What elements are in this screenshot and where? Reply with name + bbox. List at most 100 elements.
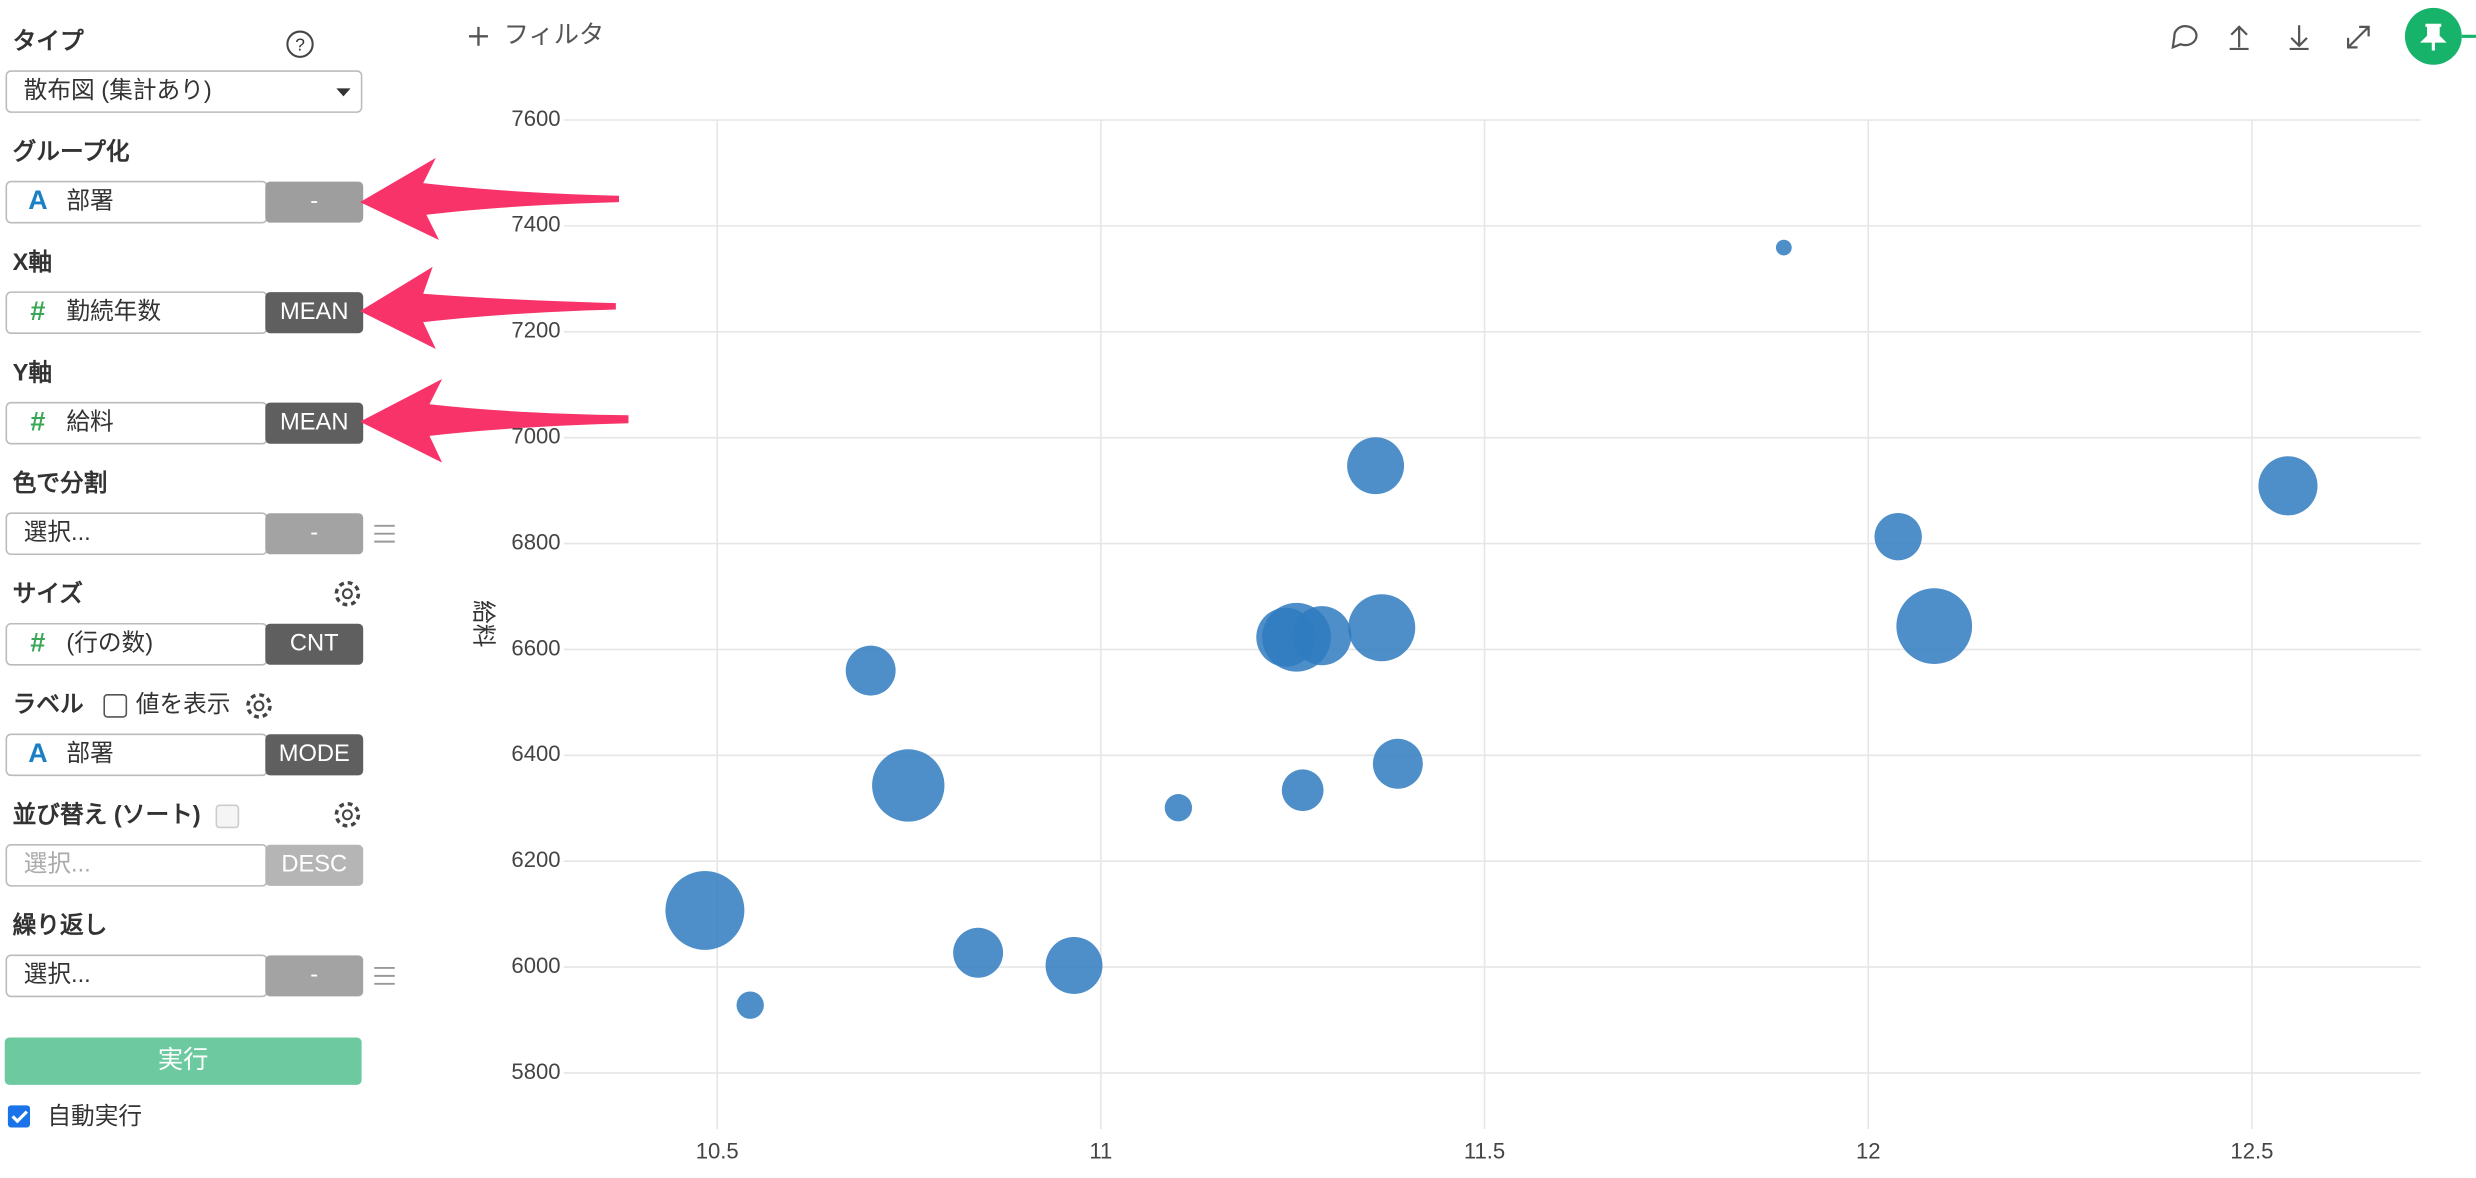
pin-icon [2420,23,2447,51]
field-select[interactable]: A 部署 [5,180,268,224]
sort-checkbox[interactable] [215,804,240,829]
chart: 給料 5800 6000 6200 6400 6600 6800 7000 7200 7400 7… [469,106,2421,1164]
auto-run[interactable]: 自動実行 [7,1103,142,1130]
aggregation-select[interactable]: - [265,513,364,555]
type-select[interactable]: 散布図 (集計あり) [5,70,363,113]
aggregation-select[interactable]: - [265,955,364,997]
field-section: ラベル 値を表示 A 部署 MODE [5,691,364,777]
field-select[interactable]: # (行の数) [5,622,268,666]
toolbar-icons [2171,25,2370,51]
bubble [1164,794,1193,822]
aggregation-label: CNT [290,631,339,657]
field-section: X軸 # 勤続年数 MEAN [5,249,364,334]
aggregation-label: MEAN [280,299,348,325]
filter-button[interactable]: フィルタ [468,21,605,49]
help-mark: ? [295,34,305,54]
aggregation-select[interactable]: CNT [265,623,364,665]
section-title: サイズ [13,580,84,608]
bubble [665,870,745,950]
aggregation-select[interactable]: DESC [265,844,364,886]
field-select[interactable]: # 勤続年数 [5,291,268,334]
y-tick-label: 7000 [511,424,560,449]
arrow [360,157,619,241]
plus-icon [468,26,488,46]
y-tick-label: 6600 [511,635,560,660]
run-button[interactable]: 実行 [4,1037,362,1085]
bubble [1256,607,1316,667]
settings-icon[interactable] [246,693,272,719]
annotation-arrows [360,157,629,463]
aggregation-box [265,402,364,444]
menu-icon[interactable] [374,967,395,985]
aggregation-box [265,181,364,223]
field-select[interactable]: 選択... [5,954,268,998]
x-tick-label: 10.5 [696,1139,739,1164]
expand-icon[interactable] [2346,25,2370,49]
filter-label: フィルタ [504,21,605,49]
download-icon[interactable] [2289,25,2309,51]
arrow [360,266,616,349]
aggregation-select[interactable]: MEAN [265,292,364,334]
auto-run-label: 自動実行 [47,1103,142,1130]
y-axis-label: 給料 [469,600,496,647]
y-tick-label: 7200 [511,318,560,343]
aggregation-box [265,844,364,886]
show-values-checkbox[interactable] [103,694,128,718]
y-tick-label: 6200 [511,847,560,872]
field-name: 選択... [24,519,91,546]
aggregation-label: DESC [281,852,347,878]
field-name: 選択... [24,851,91,878]
gear-inner [341,809,353,821]
field-type-icon: # [30,406,45,436]
arrow [360,378,629,463]
field-name: 部署 [66,740,113,767]
aggregation-label: - [310,520,318,546]
settings-icon[interactable] [334,580,361,607]
gear-outer [246,693,272,719]
field-box [5,401,268,445]
y-tick-label: 7400 [511,212,560,237]
pin-button[interactable] [2404,7,2476,65]
field-section: 並び替え (ソート) 選択... DESC [5,801,364,887]
field-select[interactable]: A 部署 [5,733,268,777]
field-name: 勤続年数 [66,298,161,325]
field-select[interactable]: # 給料 [5,401,268,445]
type-value: 散布図 (集計あり) [24,77,212,104]
check-mark [11,1110,28,1124]
bubble [845,645,896,696]
field-select[interactable]: 選択... [5,844,268,887]
gear-outer [334,580,361,607]
section-title: X軸 [13,249,52,276]
comment-icon[interactable] [2171,25,2198,50]
aggregation-select[interactable]: - [265,181,364,223]
settings-icon[interactable] [334,802,361,828]
menu-icon[interactable] [374,524,395,543]
aggregation-box [265,955,364,997]
help-icon[interactable]: ? [286,30,314,58]
x-tick-label: 12 [1856,1139,1881,1164]
run-label: 実行 [158,1046,209,1074]
bubble [872,749,945,822]
x-tick-label: 11.5 [1464,1139,1505,1164]
aggregation-label: MEAN [280,409,348,435]
aggregation-select[interactable]: MEAN [265,402,364,444]
field-select[interactable]: 選択... [5,512,268,556]
aggregation-select[interactable]: MODE [265,734,364,776]
field-name: (行の数) [66,630,153,657]
field-section: サイズ # (行の数) CNT [5,580,364,666]
y-tick-label: 7600 [511,106,560,131]
upload-icon[interactable] [2229,25,2249,51]
y-tick-label: 6000 [511,953,560,978]
aggregation-label: MODE [279,741,350,767]
y-tick-label: 6400 [511,741,560,766]
section-title: 並び替え (ソート) [13,801,201,829]
bubble [736,991,764,1019]
type-title: タイプ [13,28,84,55]
aggregation-box [265,623,364,665]
field-name: 給料 [66,408,113,435]
x-tick-label: 11 [1089,1139,1112,1164]
